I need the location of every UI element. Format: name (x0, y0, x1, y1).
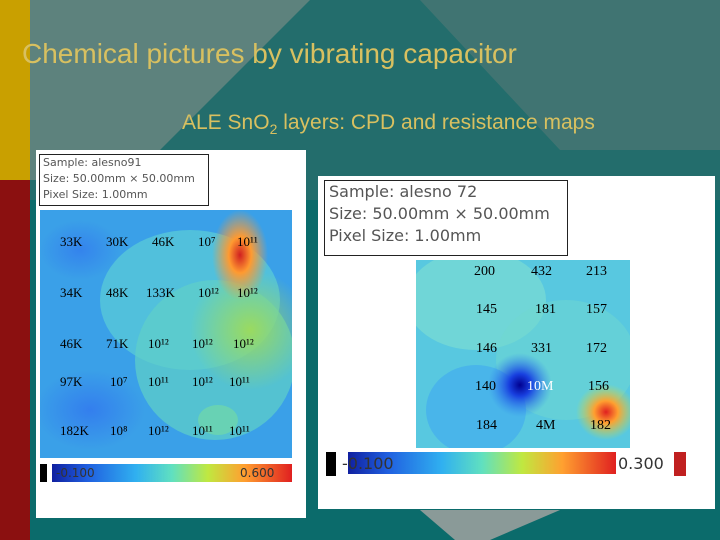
left-cell: 10¹² (148, 423, 169, 438)
left-cell: 133K (146, 285, 175, 300)
right-cell: 156 (588, 379, 609, 394)
right-cell: 172 (586, 341, 607, 356)
left-cell: 30K (106, 234, 129, 249)
right-cell: 331 (531, 341, 552, 356)
right-cell: 181 (535, 302, 556, 317)
left-cell: 10¹² (192, 374, 213, 389)
left-cell: 10¹¹ (229, 423, 250, 438)
right-colorbar-max: 0.300 (618, 454, 664, 473)
left-cell: 182K (60, 423, 89, 438)
left-cell: 10⁸ (110, 423, 128, 438)
left-sample-info: Sample: alesno91 Size: 50.00mm × 50.00mm… (39, 154, 209, 206)
right-sample-name: Sample: alesno 72 (329, 182, 478, 201)
right-cell: 10M (527, 379, 554, 394)
left-cell: 10¹² (233, 336, 254, 351)
right-cell: 145 (476, 302, 497, 317)
right-cell: 157 (586, 302, 607, 317)
slide-subtitle: ALE SnO2 layers: CPD and resistance maps (182, 111, 595, 138)
left-cell: 46K (60, 336, 83, 351)
right-pixel-size: Pixel Size: 1.00mm (329, 226, 482, 245)
right-resistance-map (416, 260, 630, 448)
left-cell: 10¹¹ (192, 423, 213, 438)
left-cell: 34K (60, 285, 83, 300)
left-map-panel: Sample: alesno91 Size: 50.00mm × 50.00mm… (36, 150, 306, 518)
left-cell: 97K (60, 374, 83, 389)
right-map-panel: Sample: alesno 72 Size: 50.00mm × 50.00m… (318, 176, 715, 509)
left-cell: 33K (60, 234, 83, 249)
left-sample-size: Size: 50.00mm × 50.00mm (43, 172, 195, 185)
left-colorbar (40, 464, 292, 482)
right-colorbar (326, 452, 686, 476)
right-cell: 213 (586, 264, 607, 279)
left-colorbar-min: -0.100 (56, 466, 95, 480)
left-sample-name: Sample: alesno91 (43, 156, 142, 169)
left-cell: 10¹² (192, 336, 213, 351)
right-sample-info: Sample: alesno 72 Size: 50.00mm × 50.00m… (324, 180, 568, 256)
right-cell: 200 (474, 264, 495, 279)
right-cell: 184 (476, 418, 497, 433)
left-cell: 10¹² (148, 336, 169, 351)
left-cell: 10¹¹ (148, 374, 169, 389)
right-cell: 140 (475, 379, 496, 394)
right-colorbar-min: -0.100 (342, 454, 394, 473)
right-cell: 432 (531, 264, 552, 279)
right-cell: 4M (536, 418, 556, 433)
left-cell: 10⁷ (110, 374, 128, 389)
left-cell: 46K (152, 234, 175, 249)
left-cell: 48K (106, 285, 129, 300)
right-cell: 182 (590, 418, 611, 433)
left-cell: 10¹² (198, 285, 219, 300)
left-cell: 10¹¹ (237, 234, 258, 249)
left-cell: 10¹¹ (229, 374, 250, 389)
left-cell: 10¹² (237, 285, 258, 300)
left-cpd-map (40, 210, 292, 458)
right-sample-size: Size: 50.00mm × 50.00mm (329, 204, 550, 223)
right-cell: 146 (476, 341, 497, 356)
left-cell: 10⁷ (198, 234, 216, 249)
left-colorbar-max: 0.600 (240, 466, 275, 480)
left-cell: 71K (106, 336, 129, 351)
slide-title: Chemical pictures by vibrating capacitor (22, 38, 517, 69)
left-pixel-size: Pixel Size: 1.00mm (43, 188, 148, 201)
